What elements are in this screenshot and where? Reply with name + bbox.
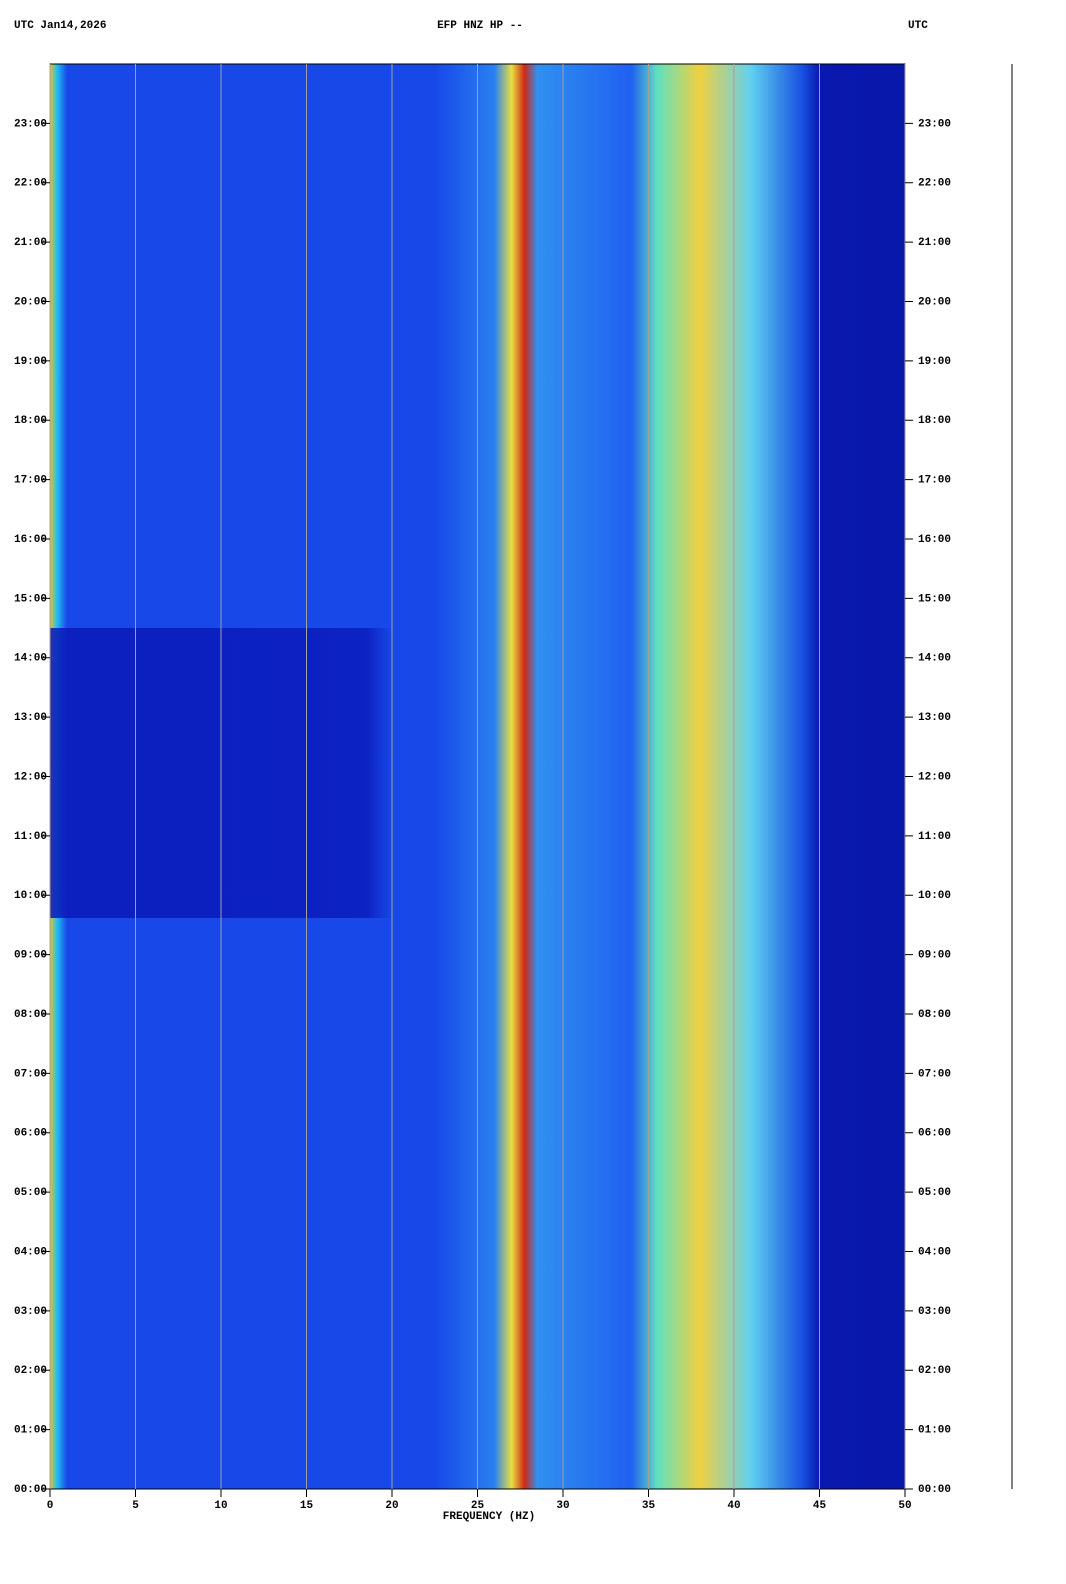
y-tick-label: 07:00 [918, 1068, 951, 1080]
y-tick-label: 23:00 [918, 118, 951, 130]
x-tick-label: 45 [813, 1500, 827, 1512]
x-axis-label: FREQUENCY (HZ) [443, 1511, 535, 1523]
y-tick-label: 01:00 [14, 1425, 47, 1437]
y-tick-label: 02:00 [918, 1365, 951, 1377]
y-tick-label: 11:00 [918, 831, 951, 843]
y-tick-label: 03:00 [14, 1306, 47, 1318]
y-tick-label: 22:00 [918, 178, 951, 190]
y-tick-label: 07:00 [14, 1068, 47, 1080]
y-tick-label: 02:00 [14, 1365, 47, 1377]
y-tick-label: 17:00 [918, 475, 951, 487]
y-tick-label: 06:00 [918, 1128, 951, 1140]
y-tick-label: 16:00 [14, 534, 47, 546]
y-tick-label: 19:00 [14, 356, 47, 368]
x-tick-label: 30 [556, 1500, 569, 1512]
y-tick-label: 09:00 [918, 950, 951, 962]
x-tick-label: 25 [471, 1500, 485, 1512]
title-left: UTC Jan14,2026 [14, 20, 106, 32]
y-tick-label: 04:00 [14, 1246, 47, 1258]
y-tick-label: 12:00 [918, 771, 951, 783]
y-tick-label: 21:00 [918, 237, 951, 249]
x-tick-label: 10 [214, 1500, 227, 1512]
y-tick-label: 14:00 [14, 653, 47, 665]
y-tick-label: 01:00 [918, 1425, 951, 1437]
x-tick-label: 40 [727, 1500, 740, 1512]
x-tick-label: 50 [898, 1500, 911, 1512]
y-tick-label: 09:00 [14, 950, 47, 962]
x-tick-label: 20 [385, 1500, 398, 1512]
title-right: UTC [908, 20, 928, 32]
y-tick-label: 10:00 [14, 890, 47, 902]
y-tick-label: 20:00 [14, 296, 47, 308]
y-tick-label: 17:00 [14, 475, 47, 487]
x-tick-label: 0 [47, 1500, 54, 1512]
y-tick-label: 13:00 [918, 712, 951, 724]
y-tick-label: 20:00 [918, 296, 951, 308]
y-tick-label: 18:00 [14, 415, 47, 427]
y-tick-label: 08:00 [14, 1009, 47, 1021]
y-tick-label: 05:00 [14, 1187, 47, 1199]
y-tick-label: 16:00 [918, 534, 951, 546]
y-tick-label: 15:00 [14, 593, 47, 605]
y-tick-label: 21:00 [14, 237, 47, 249]
y-tick-label: 00:00 [14, 1484, 47, 1496]
y-tick-label: 04:00 [918, 1246, 951, 1258]
y-tick-label: 15:00 [918, 593, 951, 605]
y-tick-label: 13:00 [14, 712, 47, 724]
y-tick-label: 00:00 [918, 1484, 951, 1496]
y-tick-label: 14:00 [918, 653, 951, 665]
x-tick-label: 5 [132, 1500, 139, 1512]
y-tick-label: 06:00 [14, 1128, 47, 1140]
y-tick-label: 12:00 [14, 771, 47, 783]
y-tick-label: 05:00 [918, 1187, 951, 1199]
x-tick-label: 35 [642, 1500, 656, 1512]
y-tick-label: 10:00 [918, 890, 951, 902]
y-tick-label: 11:00 [14, 831, 47, 843]
chart-title: EFP HNZ HP -- [437, 20, 523, 32]
x-tick-label: 15 [300, 1500, 314, 1512]
y-tick-label: 03:00 [918, 1306, 951, 1318]
y-tick-label: 19:00 [918, 356, 951, 368]
y-tick-label: 23:00 [14, 118, 47, 130]
y-tick-label: 22:00 [14, 178, 47, 190]
y-tick-label: 08:00 [918, 1009, 951, 1021]
y-tick-label: 18:00 [918, 415, 951, 427]
